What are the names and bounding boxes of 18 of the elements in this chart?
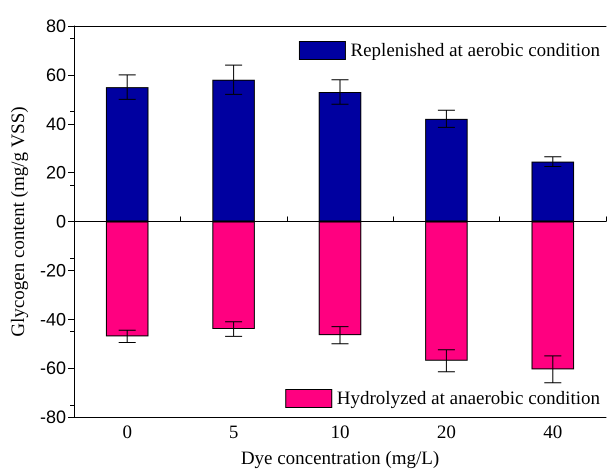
y-tick-label: 80 xyxy=(46,16,66,36)
y-tick-label: 20 xyxy=(46,162,66,183)
y-tick-label: -20 xyxy=(40,260,66,280)
y-tick-label: 0 xyxy=(56,212,66,232)
x-tick-label: 5 xyxy=(228,422,238,443)
y-tick-label: 60 xyxy=(46,64,66,85)
x-axis-title: Dye concentration (mg/L) xyxy=(240,448,440,469)
x-tick-label: 10 xyxy=(330,422,350,443)
x-tick-label: 0 xyxy=(122,422,132,443)
y-tick-label: -40 xyxy=(40,309,66,330)
y-tick-label: -60 xyxy=(40,358,66,378)
x-tick-label: 40 xyxy=(543,422,562,443)
y-tick-label: -80 xyxy=(40,407,66,427)
legend-label: Replenished at aerobic condition xyxy=(350,40,600,61)
x-tick-label: 20 xyxy=(436,422,456,443)
y-tick-label: 40 xyxy=(46,114,66,134)
y-axis-title: Glycogen content (mg/g VSS) xyxy=(8,106,29,337)
legend-label: Hydrolyzed at anaerobic condition xyxy=(336,388,600,409)
